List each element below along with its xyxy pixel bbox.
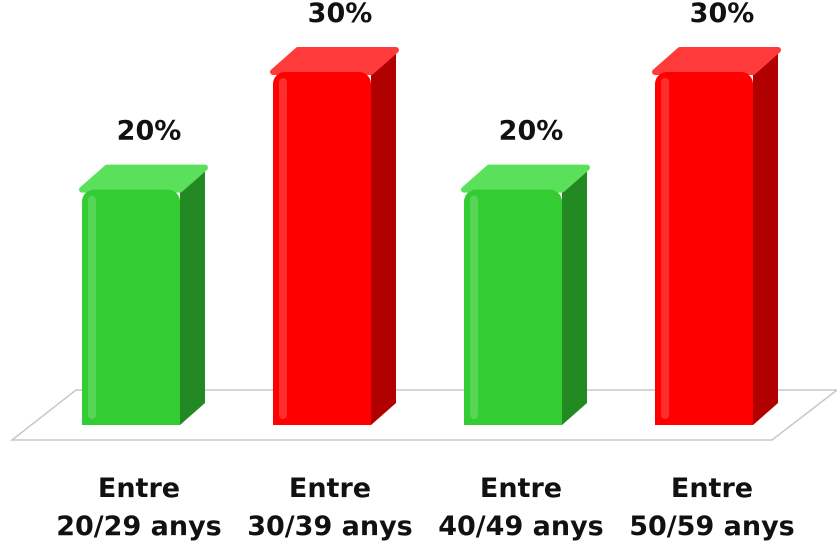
bar-top-3 — [461, 164, 590, 193]
bar-2 — [273, 72, 371, 425]
bar-top-2 — [270, 47, 399, 75]
bar-side-2 — [371, 50, 396, 425]
bar-highlight-1 — [88, 195, 96, 419]
chart-floor — [9, 389, 837, 441]
bar-base-3 — [464, 413, 562, 425]
bar-highlight-2 — [279, 78, 287, 419]
bar-side-1 — [180, 167, 205, 425]
bar-top-1 — [79, 164, 208, 193]
bar-base-4 — [655, 413, 753, 425]
bar-4 — [655, 72, 753, 425]
data-labels-group: 20% 30% 20% 30% — [117, 0, 755, 147]
category-label-1: Entre 20/29 anys — [56, 473, 222, 542]
data-label-2: 30% — [308, 0, 373, 29]
bar-3 — [464, 189, 562, 425]
data-label-1: 20% — [117, 116, 182, 147]
category-label-2: Entre 30/39 anys — [247, 473, 413, 542]
bar-side-3 — [562, 167, 587, 425]
data-label-4: 30% — [690, 0, 755, 29]
bar-highlight-3 — [470, 195, 478, 419]
bar-base-1 — [82, 413, 180, 425]
category-label-4: Entre 50/59 anys — [629, 473, 795, 542]
data-label-3: 20% — [499, 116, 564, 147]
bar-highlight-4 — [661, 78, 669, 419]
bar-1 — [82, 189, 180, 425]
bars-group — [79, 47, 781, 425]
bar-side-4 — [753, 50, 778, 425]
bar-top-4 — [652, 47, 781, 75]
bar-base-2 — [273, 413, 371, 425]
category-label-3: Entre 40/49 anys — [438, 473, 604, 542]
